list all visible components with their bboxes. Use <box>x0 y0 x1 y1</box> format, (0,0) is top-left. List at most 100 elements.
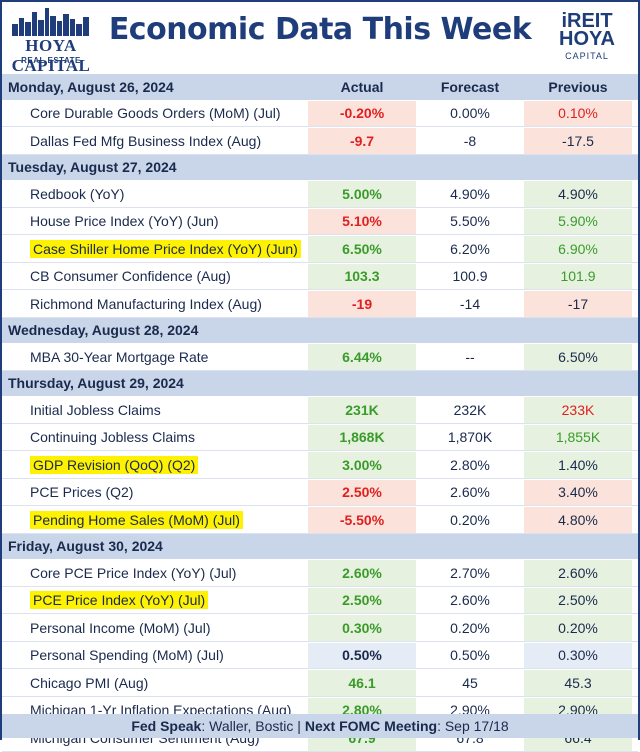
economic-data-table: Monday, August 26, 2024 Actual Forecast Pre… <box>2 74 638 752</box>
forecast-value: 6.20% <box>450 240 490 257</box>
previous-value: 4.90% <box>524 181 632 207</box>
table-row: Chicago PMI (Aug) 46.1 45 45.3 <box>2 669 638 697</box>
forecast-value: -8 <box>463 132 477 149</box>
logo-sub-text: REAL ESTATE <box>21 56 81 65</box>
previous-value: 101.9 <box>524 263 632 289</box>
actual-value: 46.1 <box>308 670 416 696</box>
previous-value: 0.30% <box>524 642 632 668</box>
logo-line-2: HOYA <box>559 28 615 50</box>
day-label: Friday, August 30, 2024 <box>8 538 163 555</box>
table-row: Continuing Jobless Claims 1,868K 1,870K 1,8… <box>2 423 638 451</box>
day-header-row: Thursday, August 29, 2024 <box>2 370 638 396</box>
next-fomc-value: : Sep 17/18 <box>437 718 509 734</box>
table-row: GDP Revision (QoQ) (Q2) 3.00% 2.80% 1.40% <box>2 451 638 479</box>
day-label: Thursday, August 29, 2024 <box>8 375 184 392</box>
forecast-value: 232K <box>453 401 487 418</box>
day-header-row: Friday, August 30, 2024 <box>2 533 638 559</box>
forecast-value: 45 <box>462 674 478 691</box>
actual-value: -5.50% <box>308 507 416 533</box>
previous-value: -17.5 <box>524 128 632 154</box>
day-header-row: Wednesday, August 28, 2024 <box>2 317 638 343</box>
previous-value: 45.3 <box>524 670 632 696</box>
forecast-value: 1,870K <box>447 429 493 446</box>
indicator-label: Dallas Fed Mfg Business Index (Aug) <box>30 132 262 149</box>
previous-value: 3.40% <box>524 479 632 505</box>
previous-value: 2.60% <box>524 560 632 586</box>
column-header-forecast: Forecast <box>440 78 500 95</box>
fed-speak-value: : Waller, Bostic | <box>201 718 305 734</box>
table-row: Richmond Manufacturing Index (Aug) -19 -14… <box>2 290 638 318</box>
actual-value: -9.7 <box>308 128 416 154</box>
highlighted-indicator-label: Pending Home Sales (MoM) (Jul) <box>30 510 243 529</box>
actual-value: 0.50% <box>308 642 416 668</box>
indicator-label: Core PCE Price Index (YoY) (Jul) <box>30 564 237 581</box>
table-row: Redbook (YoY) 5.00% 4.90% 4.90% <box>2 180 638 208</box>
previous-value: 0.20% <box>524 615 632 641</box>
next-fomc-label: Next FOMC Meeting <box>304 718 438 734</box>
table-row: PCE Prices (Q2) 2.50% 2.60% 3.40% <box>2 478 638 506</box>
indicator-label: Personal Spending (MoM) (Jul) <box>30 647 224 664</box>
indicator-label: CB Consumer Confidence (Aug) <box>30 268 231 285</box>
hoya-capital-logo: HOYA CAPITAL REAL ESTATE <box>8 6 94 75</box>
actual-value: 2.50% <box>308 479 416 505</box>
highlighted-indicator-label: GDP Revision (QoQ) (Q2) <box>30 455 199 474</box>
indicator-name: GDP Revision (QoQ) (Q2) <box>2 455 302 474</box>
table-row: PCE Price Index (YoY) (Jul) 2.50% 2.60% 2.5… <box>2 586 638 614</box>
indicator-name: Initial Jobless Claims <box>2 402 302 418</box>
column-header-actual: Actual <box>340 78 384 95</box>
forecast-value: 0.50% <box>450 647 490 664</box>
indicator-name: PCE Price Index (YoY) (Jul) <box>2 591 302 610</box>
table-row: CB Consumer Confidence (Aug) 103.3 100.9 10… <box>2 262 638 290</box>
indicator-label: Personal Income (MoM) (Jul) <box>30 619 211 636</box>
indicator-label: Core Durable Goods Orders (MoM) (Jul) <box>30 105 281 122</box>
previous-value: 0.10% <box>524 100 632 126</box>
actual-value: 231K <box>308 397 416 423</box>
indicator-name: Core Durable Goods Orders (MoM) (Jul) <box>2 105 302 121</box>
logo-brand-text: HOYA CAPITAL <box>11 36 91 75</box>
forecast-value: 4.90% <box>450 185 490 202</box>
indicator-name: Richmond Manufacturing Index (Aug) <box>2 296 302 312</box>
footer-bar: Fed Speak: Waller, Bostic | Next FOMC Me… <box>2 714 638 738</box>
previous-value: 6.50% <box>524 344 632 370</box>
day-label: Tuesday, August 27, 2024 <box>8 159 177 176</box>
forecast-value: 0.20% <box>450 619 490 636</box>
fed-speak-label: Fed Speak <box>131 718 202 734</box>
actual-value: 6.44% <box>308 344 416 370</box>
forecast-value: 2.60% <box>450 592 490 609</box>
indicator-name: Redbook (YoY) <box>2 186 302 202</box>
previous-value: 6.90% <box>524 236 632 262</box>
indicator-name: PCE Prices (Q2) <box>2 484 302 500</box>
table-row: MBA 30-Year Mortgage Rate 6.44% -- 6.50% <box>2 343 638 371</box>
indicator-name: Personal Spending (MoM) (Jul) <box>2 647 302 663</box>
table-row: Core Durable Goods Orders (MoM) (Jul) -0.… <box>2 99 638 127</box>
header: HOYA CAPITAL REAL ESTATE Economic Data T… <box>2 2 638 75</box>
table-row: Personal Spending (MoM) (Jul) 0.50% 0.50% 0… <box>2 641 638 669</box>
actual-value: 0.30% <box>308 615 416 641</box>
forecast-value: 5.50% <box>450 213 490 230</box>
indicator-name: House Price Index (YoY) (Jun) <box>2 213 302 229</box>
table-row: Case Shiller Home Price Index (YoY) (Jun… <box>2 235 638 263</box>
forecast-value: -- <box>465 348 475 365</box>
previous-value: 4.80% <box>524 507 632 533</box>
day-header-row: Monday, August 26, 2024 Actual Forecast Pre… <box>2 74 638 100</box>
indicator-name: Continuing Jobless Claims <box>2 429 302 445</box>
indicator-name: Case Shiller Home Price Index (YoY) (Jun… <box>2 239 302 258</box>
actual-value: 6.50% <box>308 236 416 262</box>
column-header-previous: Previous <box>548 78 608 95</box>
forecast-value: 0.00% <box>450 105 490 122</box>
actual-value: 1,868K <box>308 424 416 450</box>
indicator-label: Continuing Jobless Claims <box>30 429 195 446</box>
actual-value: 3.00% <box>308 452 416 478</box>
indicator-label: Redbook (YoY) <box>30 185 125 202</box>
table-row: Initial Jobless Claims 231K 232K 233K <box>2 396 638 424</box>
indicator-label: Richmond Manufacturing Index (Aug) <box>30 295 262 312</box>
day-label: Wednesday, August 28, 2024 <box>8 322 199 339</box>
indicator-label: MBA 30-Year Mortgage Rate <box>30 348 209 365</box>
actual-value: -19 <box>308 291 416 317</box>
indicator-name: Pending Home Sales (MoM) (Jul) <box>2 510 302 529</box>
table-row: Pending Home Sales (MoM) (Jul) -5.50% 0.20… <box>2 506 638 534</box>
table-row: Personal Income (MoM) (Jul) 0.30% 0.20% 0.2… <box>2 614 638 642</box>
ireit-hoya-logo: iREIT HOYA CAPITAL <box>542 10 632 66</box>
highlighted-indicator-label: PCE Price Index (YoY) (Jul) <box>30 591 209 610</box>
table-row: Dallas Fed Mfg Business Index (Aug) -9.7 -… <box>2 127 638 155</box>
